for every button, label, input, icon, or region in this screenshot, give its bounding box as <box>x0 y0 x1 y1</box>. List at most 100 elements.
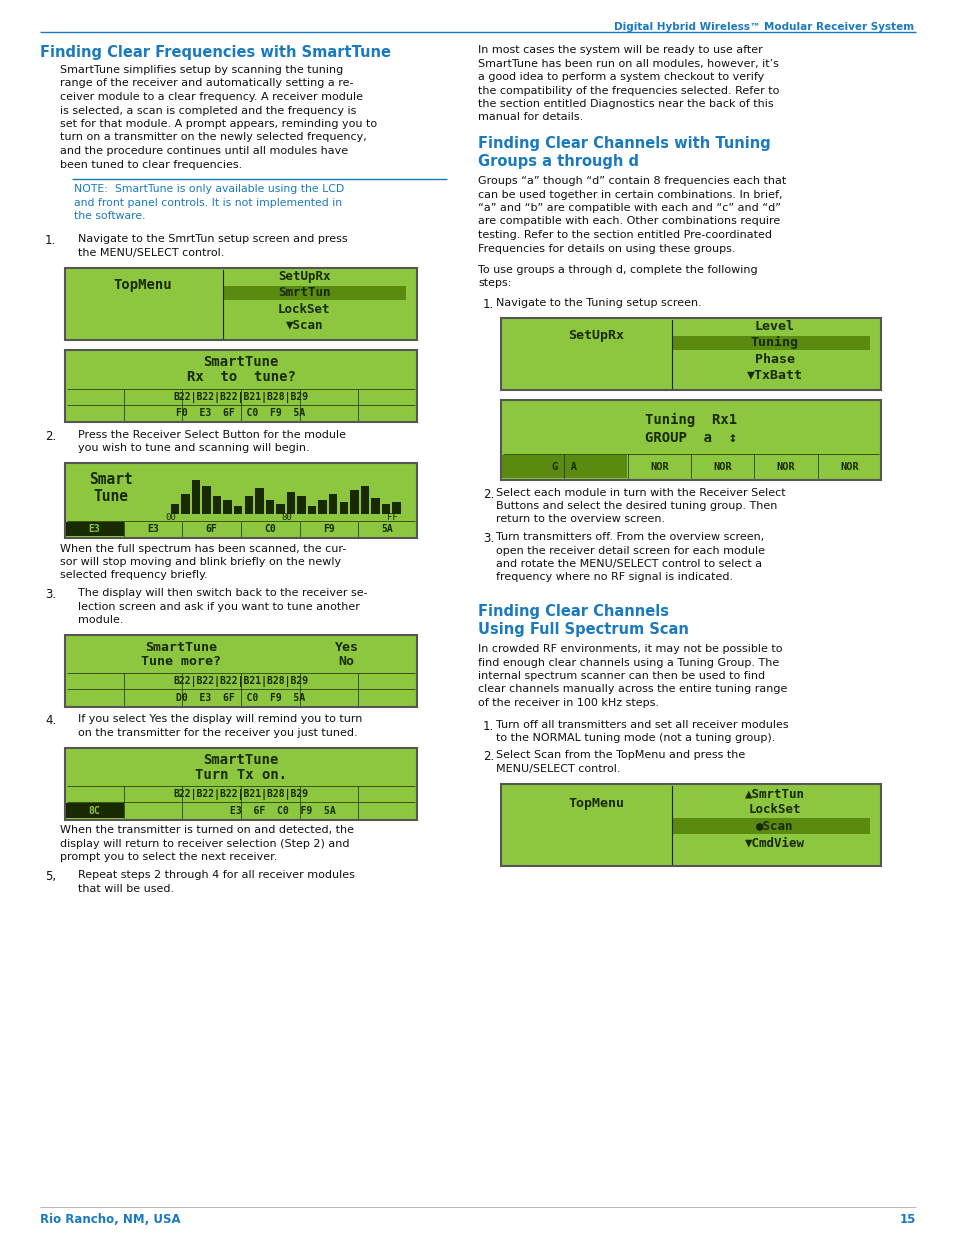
Text: ceiver module to a clear frequency. A receiver module: ceiver module to a clear frequency. A re… <box>60 91 363 103</box>
Text: Turn Tx on.: Turn Tx on. <box>194 768 287 782</box>
Text: 2.: 2. <box>482 488 494 500</box>
Text: is selected, a scan is completed and the frequency is: is selected, a scan is completed and the… <box>60 105 356 116</box>
Text: 2.: 2. <box>482 751 494 763</box>
Text: 1.: 1. <box>482 720 494 732</box>
Text: LockSet: LockSet <box>747 803 800 816</box>
Bar <box>308 505 316 514</box>
Text: 1.: 1. <box>482 298 494 311</box>
Text: are compatible with each. Other combinations require: are compatible with each. Other combinat… <box>477 216 780 226</box>
Text: been tuned to clear frequencies.: been tuned to clear frequencies. <box>60 159 242 169</box>
Text: Finding Clear Frequencies with SmartTune: Finding Clear Frequencies with SmartTune <box>40 44 391 61</box>
Bar <box>339 501 348 514</box>
Bar <box>329 494 337 514</box>
Text: B22|B22|B22|B21|B28|B29: B22|B22|B22|B21|B28|B29 <box>173 676 308 687</box>
Text: set for that module. A prompt appears, reminding you to: set for that module. A prompt appears, r… <box>60 119 376 128</box>
Text: Navigate to the SmrtTun setup screen and press: Navigate to the SmrtTun setup screen and… <box>78 235 347 245</box>
Text: Tune more?: Tune more? <box>141 656 221 668</box>
Bar <box>500 399 880 479</box>
Bar <box>276 504 284 514</box>
Text: Buttons and select the desired tuning group. Then: Buttons and select the desired tuning gr… <box>496 501 777 511</box>
Text: and the procedure continues until all modules have: and the procedure continues until all mo… <box>60 146 348 156</box>
Text: ●Scan: ●Scan <box>755 820 793 832</box>
Bar <box>297 496 306 514</box>
Text: Navigate to the Tuning setup screen.: Navigate to the Tuning setup screen. <box>496 298 701 308</box>
Bar <box>181 494 190 514</box>
Bar <box>65 350 416 421</box>
Text: sor will stop moving and blink briefly on the newly: sor will stop moving and blink briefly o… <box>60 557 341 567</box>
Text: F0  E3  6F  C0  F9  5A: F0 E3 6F C0 F9 5A <box>176 408 305 417</box>
Text: and rotate the MENU/SELECT control to select a: and rotate the MENU/SELECT control to se… <box>496 559 761 569</box>
Text: “a” and “b” are compatible with each and “c” and “d”: “a” and “b” are compatible with each and… <box>477 203 781 212</box>
Text: ▲SmrtTun: ▲SmrtTun <box>744 788 803 800</box>
Text: Finding Clear Channels with Tuning: Finding Clear Channels with Tuning <box>477 136 770 151</box>
Text: SmrtTun: SmrtTun <box>278 287 331 299</box>
Bar <box>501 454 626 478</box>
Text: the section entitled Diagnostics near the back of this: the section entitled Diagnostics near th… <box>477 99 773 109</box>
Text: the compatibility of the frequencies selected. Refer to: the compatibility of the frequencies sel… <box>477 85 779 95</box>
Text: you wish to tune and scanning will begin.: you wish to tune and scanning will begin… <box>78 443 310 453</box>
Bar <box>360 487 369 514</box>
Text: TopMenu: TopMenu <box>113 279 172 293</box>
Text: C0: C0 <box>264 524 276 535</box>
Text: NOR: NOR <box>713 462 731 472</box>
Text: No: No <box>338 656 355 668</box>
Bar <box>381 504 390 514</box>
Text: steps:: steps: <box>477 279 511 289</box>
Bar <box>65 268 416 340</box>
Text: 8C: 8C <box>89 806 100 816</box>
Text: Yes: Yes <box>335 641 358 655</box>
Text: the MENU/SELECT control.: the MENU/SELECT control. <box>78 248 224 258</box>
Text: Phase: Phase <box>754 353 794 367</box>
Bar <box>254 488 263 514</box>
Text: In most cases the system will be ready to use after: In most cases the system will be ready t… <box>477 44 762 56</box>
Text: SetUpRx: SetUpRx <box>567 329 623 342</box>
Text: 80: 80 <box>281 513 292 521</box>
Text: In crowded RF environments, it may not be possible to: In crowded RF environments, it may not b… <box>477 643 781 655</box>
Text: Frequencies for details on using these groups.: Frequencies for details on using these g… <box>477 243 735 253</box>
Text: the software.: the software. <box>74 211 146 221</box>
Text: Groups “a” though “d” contain 8 frequencies each that: Groups “a” though “d” contain 8 frequenc… <box>477 177 785 186</box>
Text: GROUP  a  ↕: GROUP a ↕ <box>644 431 737 445</box>
Text: can be used together in certain combinations. In brief,: can be used together in certain combinat… <box>477 189 781 200</box>
Bar <box>233 505 242 514</box>
Text: E3: E3 <box>147 524 159 535</box>
Text: Repeat steps 2 through 4 for all receiver modules: Repeat steps 2 through 4 for all receive… <box>78 869 355 881</box>
Text: Finding Clear Channels: Finding Clear Channels <box>477 604 668 619</box>
Text: prompt you to select the next receiver.: prompt you to select the next receiver. <box>60 852 277 862</box>
Bar <box>371 498 379 514</box>
Text: internal spectrum scanner can then be used to find: internal spectrum scanner can then be us… <box>477 671 764 680</box>
Text: If you select Yes the display will remind you to turn: If you select Yes the display will remin… <box>78 715 362 725</box>
Bar <box>65 747 416 820</box>
Bar <box>392 501 400 514</box>
Text: open the receiver detail screen for each module: open the receiver detail screen for each… <box>496 546 764 556</box>
Bar <box>202 487 211 514</box>
Text: frequency where no RF signal is indicated.: frequency where no RF signal is indicate… <box>496 573 732 583</box>
Text: E3  6F  C0  F9  5A: E3 6F C0 F9 5A <box>230 806 335 816</box>
Text: 1.: 1. <box>45 235 56 247</box>
Text: Select each module in turn with the Receiver Select: Select each module in turn with the Rece… <box>496 488 785 498</box>
Text: lection screen and ask if you want to tune another: lection screen and ask if you want to tu… <box>78 601 359 611</box>
Text: SmartTune has been run on all modules, however, it’s: SmartTune has been run on all modules, h… <box>477 58 778 68</box>
Text: 6F: 6F <box>206 524 217 535</box>
Text: Select Scan from the TopMenu and press the: Select Scan from the TopMenu and press t… <box>496 751 744 761</box>
Text: Tuning  Rx1: Tuning Rx1 <box>644 412 737 426</box>
Text: B22|B22|B22|B21|B28|B29: B22|B22|B22|B21|B28|B29 <box>173 789 308 800</box>
Text: module.: module. <box>78 615 123 625</box>
Text: display will return to receiver selection (Step 2) and: display will return to receiver selectio… <box>60 839 349 848</box>
Bar <box>350 490 358 514</box>
Text: ▼TxBatt: ▼TxBatt <box>746 368 801 382</box>
Bar <box>244 496 253 514</box>
Text: Using Full Spectrum Scan: Using Full Spectrum Scan <box>477 622 688 637</box>
Bar <box>192 480 200 514</box>
Bar <box>171 504 179 514</box>
Bar <box>671 818 869 835</box>
Text: 15: 15 <box>899 1213 915 1226</box>
Text: 3.: 3. <box>482 532 494 545</box>
Text: 2.: 2. <box>45 430 56 442</box>
Text: ▼CmdView: ▼CmdView <box>744 837 803 850</box>
Text: manual for details.: manual for details. <box>477 112 582 122</box>
Text: To use groups a through d, complete the following: To use groups a through d, complete the … <box>477 266 757 275</box>
Bar <box>671 336 869 350</box>
Text: Turn off all transmitters and set all receiver modules: Turn off all transmitters and set all re… <box>496 720 788 730</box>
Bar <box>500 783 880 866</box>
